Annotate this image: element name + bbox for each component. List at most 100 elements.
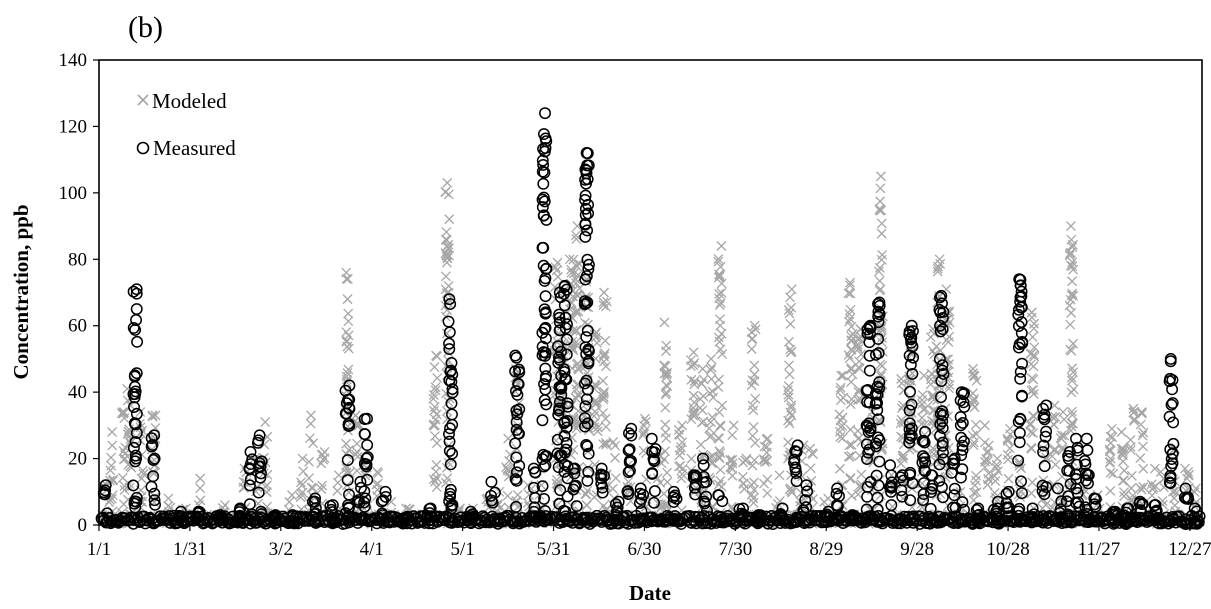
modeled-point bbox=[1029, 342, 1040, 353]
measured-point bbox=[1012, 415, 1025, 428]
measured-point bbox=[1015, 390, 1028, 403]
modeled-point bbox=[835, 415, 846, 426]
modeled-point bbox=[1064, 248, 1075, 259]
measured-point bbox=[873, 308, 886, 321]
modeled-point bbox=[748, 497, 759, 508]
modeled-point bbox=[1038, 443, 1049, 454]
modeled-point bbox=[677, 420, 688, 431]
measured-point bbox=[716, 495, 729, 508]
measured-point bbox=[861, 490, 874, 503]
x-tick-label: 11/27 bbox=[1078, 539, 1121, 560]
measured-point bbox=[973, 517, 986, 530]
measured-point bbox=[936, 297, 948, 310]
modeled-point bbox=[713, 382, 724, 393]
measured-point bbox=[625, 429, 638, 442]
measured-point bbox=[359, 428, 371, 441]
modeled-point bbox=[1169, 493, 1180, 504]
measured-point bbox=[510, 351, 523, 364]
modeled-point bbox=[341, 374, 352, 385]
measured-point bbox=[861, 480, 874, 493]
measured-point bbox=[1016, 335, 1029, 348]
modeled-point bbox=[695, 439, 706, 450]
measured-point bbox=[871, 503, 884, 516]
measured-point bbox=[1037, 402, 1049, 415]
modeled-point bbox=[297, 453, 308, 464]
modeled-point bbox=[343, 308, 354, 319]
measured-point bbox=[1134, 504, 1147, 517]
measured-point bbox=[831, 499, 843, 511]
modeled-point bbox=[971, 470, 981, 481]
measured-point bbox=[360, 452, 373, 465]
measured-point bbox=[559, 505, 572, 518]
modeled-point bbox=[1047, 451, 1057, 462]
modeled-point bbox=[1002, 449, 1013, 460]
measured-point bbox=[861, 327, 874, 340]
measured-point bbox=[253, 429, 266, 442]
modeled-point bbox=[592, 426, 603, 437]
measured-point bbox=[833, 490, 845, 503]
modeled-point bbox=[983, 473, 994, 484]
measured-point bbox=[324, 500, 337, 512]
measured-point bbox=[973, 508, 986, 521]
modeled-point bbox=[713, 433, 724, 444]
measured-point bbox=[128, 369, 141, 382]
modeled-point bbox=[836, 370, 847, 381]
modeled-point bbox=[991, 462, 1002, 473]
measured-point bbox=[754, 509, 767, 522]
measured-point bbox=[146, 438, 159, 451]
measured-point bbox=[538, 166, 551, 179]
measured-point bbox=[872, 347, 885, 360]
x-tick-label: 8/29 bbox=[809, 539, 843, 560]
modeled-point bbox=[428, 474, 439, 485]
measured-point bbox=[443, 326, 456, 339]
modeled-point bbox=[163, 493, 174, 504]
modeled-point bbox=[1066, 307, 1077, 318]
modeled-point bbox=[661, 387, 672, 398]
measured-point bbox=[401, 517, 413, 530]
measured-point bbox=[536, 340, 549, 353]
measured-point bbox=[513, 403, 526, 416]
modeled-point bbox=[104, 475, 115, 486]
modeled-point bbox=[316, 458, 327, 469]
measured-point bbox=[580, 438, 593, 451]
measured-point bbox=[445, 502, 458, 515]
modeled-point bbox=[785, 318, 796, 329]
measured-point bbox=[885, 476, 898, 489]
modeled-point bbox=[641, 474, 652, 485]
measured-point bbox=[579, 209, 592, 221]
measured-point bbox=[1088, 510, 1101, 523]
modeled-point bbox=[598, 501, 609, 512]
modeled-point bbox=[727, 458, 738, 469]
modeled-point bbox=[342, 273, 353, 284]
y-tick-label: 0 bbox=[78, 515, 88, 536]
modeled-point bbox=[441, 360, 452, 371]
modeled-point bbox=[856, 469, 867, 480]
modeled-point bbox=[1116, 427, 1127, 437]
modeled-point bbox=[852, 395, 863, 405]
measured-point bbox=[1163, 410, 1176, 423]
measured-point bbox=[538, 460, 551, 473]
modeled-point bbox=[715, 464, 726, 475]
modeled-point bbox=[1025, 419, 1036, 430]
measured-point bbox=[610, 517, 623, 530]
measured-point bbox=[623, 427, 635, 440]
measured-point bbox=[873, 299, 886, 312]
measured-point bbox=[554, 484, 567, 497]
modeled-point bbox=[429, 362, 440, 373]
measured-point bbox=[446, 408, 458, 421]
modeled-point bbox=[1028, 349, 1039, 360]
measured-point bbox=[906, 340, 919, 353]
measured-point bbox=[536, 453, 549, 466]
measured-point bbox=[1039, 430, 1052, 443]
measured-point bbox=[580, 347, 593, 360]
modeled-point bbox=[715, 297, 726, 308]
measured-point bbox=[635, 493, 648, 506]
modeled-point bbox=[1126, 470, 1137, 481]
modeled-point bbox=[1066, 421, 1077, 432]
measured-point bbox=[537, 177, 550, 190]
modeled-point bbox=[873, 266, 884, 277]
modeled-point bbox=[1106, 423, 1117, 434]
modeled-point bbox=[1119, 465, 1130, 476]
modeled-point bbox=[933, 261, 943, 272]
modeled-point bbox=[876, 228, 887, 239]
